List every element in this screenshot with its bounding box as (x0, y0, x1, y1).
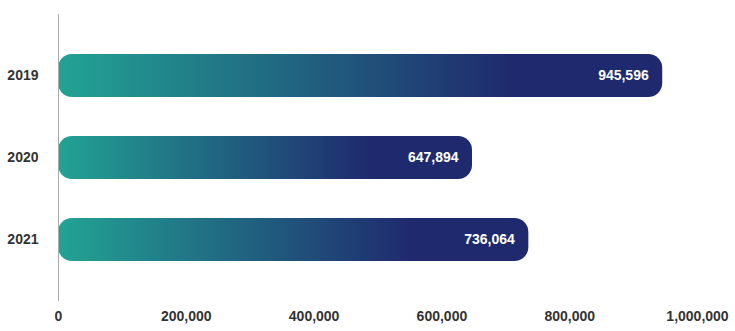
svg-text:600,000: 600,000 (417, 308, 468, 324)
svg-text:2019: 2019 (7, 67, 38, 83)
svg-text:200,000: 200,000 (161, 308, 212, 324)
svg-text:1,000,000: 1,000,000 (666, 308, 728, 324)
svg-text:945,596: 945,596 (598, 67, 649, 83)
svg-text:736,064: 736,064 (464, 231, 515, 247)
svg-text:2021: 2021 (7, 231, 38, 247)
svg-text:2020: 2020 (7, 149, 38, 165)
svg-text:800,000: 800,000 (544, 308, 595, 324)
svg-text:0: 0 (55, 308, 63, 324)
svg-text:400,000: 400,000 (289, 308, 340, 324)
svg-text:647,894: 647,894 (408, 149, 459, 165)
